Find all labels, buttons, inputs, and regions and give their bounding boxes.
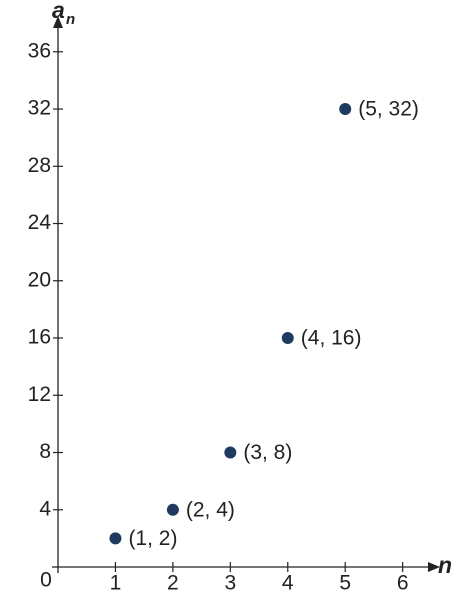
- point: [166, 503, 179, 516]
- x-tick-label: 6: [397, 572, 409, 595]
- x-axis-label: n: [438, 552, 452, 578]
- x-tick-label: 2: [167, 572, 179, 595]
- y-axis-label: a: [52, 0, 65, 23]
- y-tick-label: 8: [39, 440, 51, 463]
- y-axis-label-subscript: n: [66, 11, 75, 28]
- y-tick-label: 12: [28, 383, 51, 406]
- point: [281, 332, 294, 345]
- y-tick-label: 24: [28, 211, 52, 234]
- y-tick-label: 4: [39, 497, 51, 520]
- x-tick-label: 3: [224, 572, 236, 595]
- point-label: (2, 4): [186, 498, 235, 521]
- point: [339, 103, 352, 116]
- x-tick-label: 0: [40, 569, 52, 592]
- point-label: (3, 8): [243, 441, 292, 464]
- y-tick-label: 28: [28, 154, 51, 177]
- point: [224, 446, 237, 459]
- y-tick-label: 36: [28, 39, 51, 62]
- y-axis-arrow: [53, 16, 63, 28]
- x-tick-label: 4: [282, 572, 294, 595]
- y-tick-label: 20: [28, 268, 51, 291]
- y-tick-label: 32: [28, 97, 51, 120]
- point-label: (4, 16): [301, 327, 362, 350]
- x-axis-arrow: [428, 562, 440, 572]
- point-label: (1, 2): [128, 527, 177, 550]
- point: [109, 532, 122, 545]
- x-tick-label: 1: [110, 572, 122, 595]
- y-tick-label: 16: [28, 326, 51, 349]
- x-tick-label: 5: [339, 572, 351, 595]
- point-label: (5, 32): [358, 98, 419, 121]
